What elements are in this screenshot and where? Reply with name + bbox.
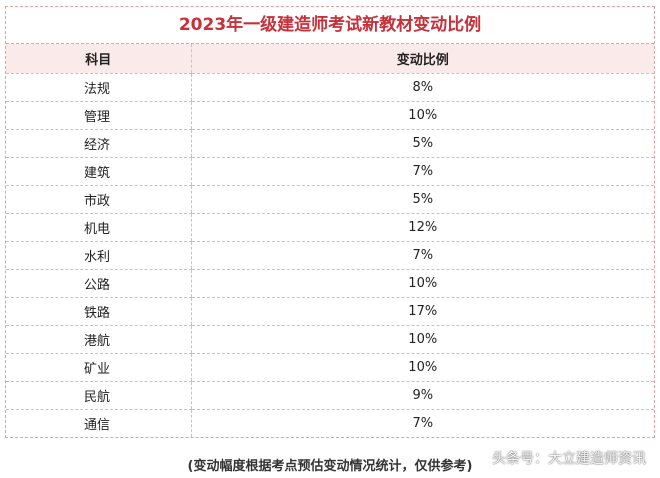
ratio-cell: 10% xyxy=(190,353,654,382)
table-row: 建筑 7% xyxy=(6,157,654,186)
table-row: 市政 5% xyxy=(6,185,654,214)
subject-cell: 水利 xyxy=(6,241,191,270)
ratio-table: 科目 变动比例 法规 8% 管理 10% 经济 5% 建筑 7% 市政 5% 机电 12% 水利 7% 公路… xyxy=(6,44,654,437)
table-row: 矿业 10% xyxy=(6,353,654,382)
ratio-cell: 7% xyxy=(190,157,654,186)
ratio-cell: 10% xyxy=(190,101,654,130)
ratio-cell: 10% xyxy=(190,325,654,354)
table-row: 通信 7% xyxy=(6,409,654,437)
table-row: 港航 10% xyxy=(6,325,654,354)
header-subject: 科目 xyxy=(6,44,191,74)
table-row: 经济 5% xyxy=(6,129,654,158)
subject-cell: 管理 xyxy=(6,101,191,130)
table-row: 法规 8% xyxy=(6,73,654,102)
table-row: 水利 7% xyxy=(6,241,654,270)
footnote: (变动幅度根据考点预估变动情况统计，仅供参考) xyxy=(187,459,473,474)
ratio-cell: 7% xyxy=(190,409,654,437)
header-ratio: 变动比例 xyxy=(190,44,654,74)
subject-cell: 矿业 xyxy=(6,353,191,382)
ratio-cell: 7% xyxy=(190,241,654,270)
subject-cell: 通信 xyxy=(84,417,111,433)
subject-cell: 铁路 xyxy=(6,297,191,326)
subject-cell: 建筑 xyxy=(6,157,191,186)
ratio-cell: 5% xyxy=(190,129,654,158)
table-row: 公路 10% xyxy=(6,269,654,298)
ratio-cell: 10% xyxy=(190,269,654,298)
subject-cell: 民航 xyxy=(6,381,191,410)
subject-cell: 港航 xyxy=(6,325,191,354)
subject-cell: 法规 xyxy=(6,73,191,102)
subject-cell: 公路 xyxy=(6,269,191,298)
subject-cell: 机电 xyxy=(6,213,191,242)
subject-cell: 市政 xyxy=(6,185,191,214)
ratio-cell: 5% xyxy=(190,185,654,214)
watermark: 头条号：大立建造师资讯 xyxy=(492,451,646,467)
ratio-cell: 12% xyxy=(190,213,654,242)
table-row: 机电 12% xyxy=(6,213,654,242)
table-header-row: 科目 变动比例 xyxy=(6,44,654,74)
ratio-cell: 8% xyxy=(190,73,654,102)
table-row: 管理 10% xyxy=(6,101,654,130)
ratio-cell: 17% xyxy=(190,297,654,326)
table-row: 民航 9% xyxy=(6,381,654,410)
ratio-cell: 9% xyxy=(190,381,654,410)
table-row: 铁路 17% xyxy=(6,297,654,326)
table-title: 2023年一级建造师考试新教材变动比例 xyxy=(6,7,654,44)
ratio-table-card: 2023年一级建造师考试新教材变动比例 科目 变动比例 法规 8% 管理 10% 经济 5… xyxy=(5,6,655,438)
subject-cell: 经济 xyxy=(6,129,191,158)
